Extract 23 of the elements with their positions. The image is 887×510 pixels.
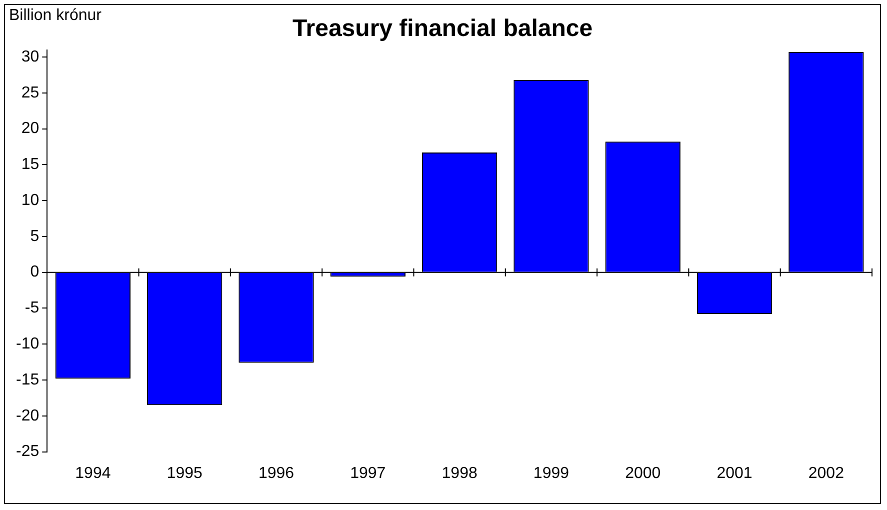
x-tick-label: 1994 [75, 464, 111, 482]
x-tick-label: 1998 [442, 464, 478, 482]
y-tick-label: 15 [21, 156, 40, 174]
x-tick-label: 2001 [716, 464, 752, 482]
y-axis-title: Billion krónur [9, 7, 102, 25]
x-tick-label: 1999 [533, 464, 570, 482]
y-tick-label: -15 [16, 371, 40, 388]
y-tick-label: -5 [24, 300, 40, 317]
y-tick-label: 20 [21, 120, 40, 138]
y-tick-label: -25 [16, 443, 40, 460]
x-tick-label: 1997 [350, 464, 386, 482]
y-tick-label: 10 [21, 192, 40, 209]
y-tick-label: 30 [21, 48, 40, 66]
x-tick-label: 2002 [808, 464, 844, 482]
x-tick-label: 2000 [625, 464, 661, 482]
x-tick-label: 1995 [166, 464, 203, 482]
chart-title: Treasury financial balance [292, 15, 593, 42]
x-tick-label: 1996 [258, 464, 294, 482]
y-tick-label: -10 [16, 336, 40, 353]
y-tick-label: 0 [30, 264, 40, 281]
y-tick-label: 25 [21, 84, 40, 102]
y-tick-label: 5 [30, 228, 40, 245]
y-tick-label: -20 [16, 407, 40, 424]
